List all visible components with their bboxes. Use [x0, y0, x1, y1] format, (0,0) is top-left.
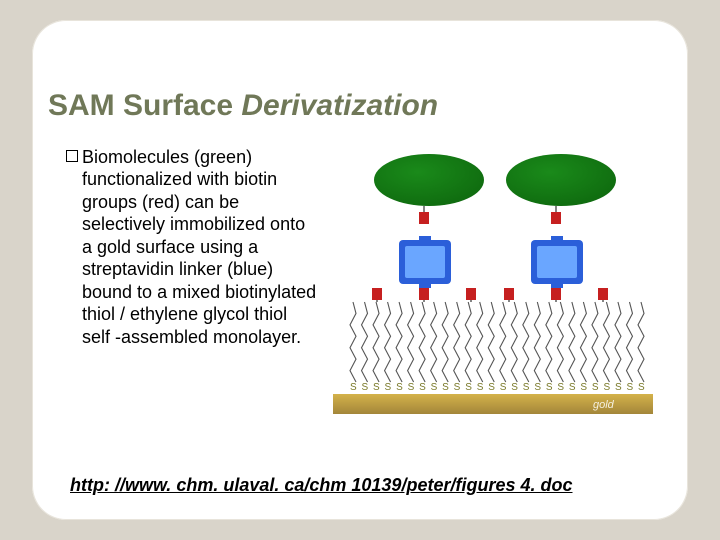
svg-text:S: S — [615, 382, 622, 393]
title-italic: Derivatization — [241, 89, 438, 122]
slide-card: SAM Surface Derivatization Biomolecules … — [32, 20, 688, 520]
svg-text:S: S — [626, 382, 633, 393]
sam-diagram: goldSSSSSSSSSSSSSSSSSSSSSSSSSS — [333, 150, 653, 420]
bullet-item: Biomolecules (green) functionalized with… — [66, 146, 318, 349]
svg-text:S: S — [580, 382, 587, 393]
page-title: SAM Surface Derivatization — [48, 90, 660, 122]
svg-text:S: S — [442, 382, 449, 393]
svg-text:S: S — [534, 382, 541, 393]
title-plain: SAM Surface — [48, 89, 241, 122]
svg-text:S: S — [477, 382, 484, 393]
source-link[interactable]: http: //www. chm. ulaval. ca/chm 10139/p… — [70, 475, 573, 496]
svg-text:S: S — [603, 382, 610, 393]
svg-text:S: S — [454, 382, 461, 393]
svg-text:S: S — [350, 382, 357, 393]
content-row: Biomolecules (green) functionalized with… — [48, 146, 660, 420]
svg-text:S: S — [546, 382, 553, 393]
svg-text:S: S — [465, 382, 472, 393]
body-paragraph: Biomolecules (green) functionalized with… — [82, 146, 318, 349]
svg-text:S: S — [523, 382, 530, 393]
svg-text:S: S — [592, 382, 599, 393]
svg-text:S: S — [431, 382, 438, 393]
svg-text:S: S — [373, 382, 380, 393]
svg-text:S: S — [396, 382, 403, 393]
svg-text:S: S — [408, 382, 415, 393]
square-bullet-icon — [66, 150, 78, 162]
figure-column: goldSSSSSSSSSSSSSSSSSSSSSSSSSS — [326, 146, 660, 420]
svg-text:S: S — [500, 382, 507, 393]
text-column: Biomolecules (green) functionalized with… — [48, 146, 318, 420]
svg-text:S: S — [488, 382, 495, 393]
svg-text:S: S — [511, 382, 518, 393]
svg-text:S: S — [569, 382, 576, 393]
svg-text:S: S — [638, 382, 645, 393]
svg-text:S: S — [419, 382, 426, 393]
svg-text:S: S — [557, 382, 564, 393]
svg-text:gold: gold — [593, 399, 615, 411]
svg-text:S: S — [362, 382, 369, 393]
svg-text:S: S — [385, 382, 392, 393]
